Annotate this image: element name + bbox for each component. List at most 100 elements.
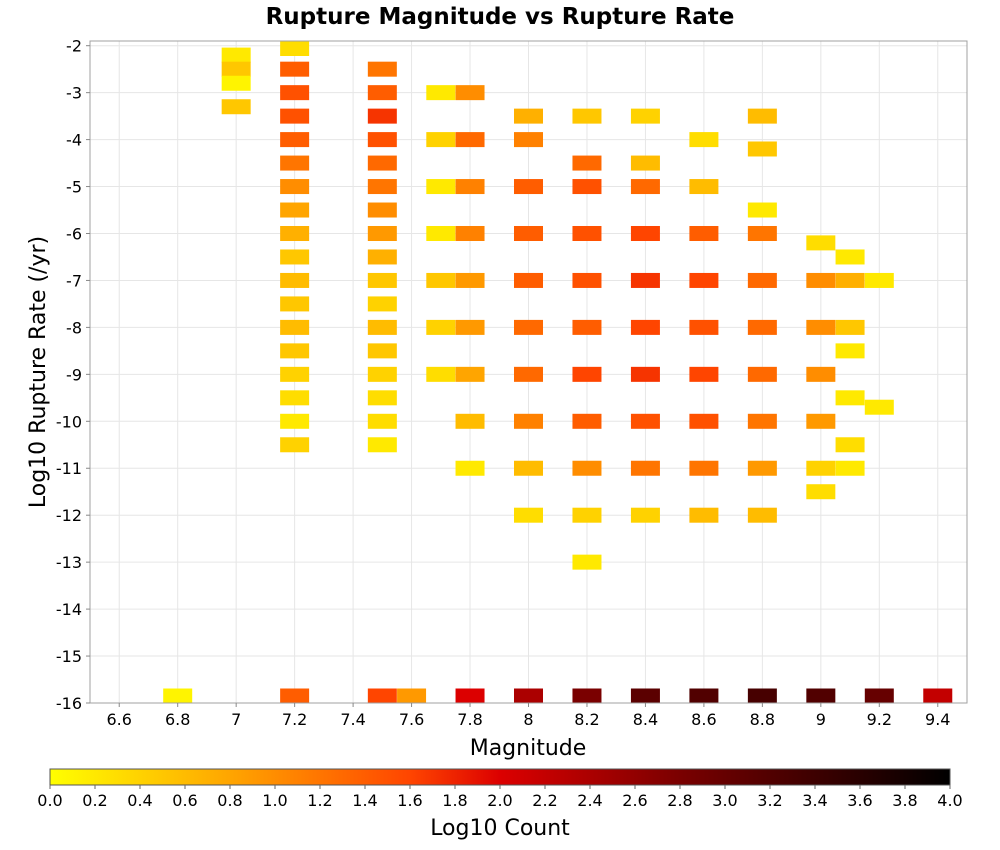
heatmap-cell — [864, 399, 894, 415]
heatmap-cell — [747, 507, 777, 523]
heatmap-cell — [835, 460, 865, 476]
colorbar-tick-label: 3.6 — [847, 791, 872, 810]
heatmap-cell — [514, 319, 543, 335]
heatmap-cell — [280, 296, 310, 312]
heatmap-cell — [630, 108, 660, 124]
heatmap-cell — [806, 460, 836, 476]
heatmap-cell — [280, 179, 310, 195]
heatmap-cell — [572, 688, 602, 704]
heatmap-cell — [426, 85, 456, 101]
heatmap-cell — [367, 413, 397, 429]
heatmap-cell — [367, 688, 397, 704]
heatmap-cell — [689, 688, 719, 704]
heatmap-cell — [689, 225, 719, 241]
colorbar-tick-label: 4.0 — [937, 791, 962, 810]
heatmap-cell — [426, 132, 456, 148]
heatmap-cell — [572, 366, 602, 382]
colorbar-tick-label: 0.8 — [217, 791, 242, 810]
heatmap-cell — [280, 366, 310, 382]
chart-title: Rupture Magnitude vs Rupture Rate — [266, 4, 735, 30]
heatmap-cell — [367, 202, 397, 218]
y-axis-ticks: -2 -3 -4 -5 -6 -7 -8 -9 -10 -11 -12 -13 -14 -15 -16 — [56, 37, 90, 713]
heatmap-cell — [221, 47, 251, 63]
heatmap-cell — [426, 272, 456, 288]
heatmap-cell — [426, 319, 456, 335]
y-tick-label: -4 — [66, 131, 82, 150]
heatmap-cell — [367, 61, 397, 77]
colorbar-tick-label: 0.4 — [127, 791, 152, 810]
heatmap-cell — [747, 108, 777, 124]
heatmap-cell — [747, 460, 777, 476]
heatmap-cell — [689, 179, 719, 195]
heatmap-cell — [426, 366, 456, 382]
y-axis-label: Log10 Rupture Rate (/yr) — [26, 236, 51, 508]
heatmap-cell — [280, 272, 310, 288]
heatmap-cell — [630, 460, 660, 476]
colorbar-tick-label: 1.2 — [307, 791, 332, 810]
heatmap-cell — [689, 366, 719, 382]
heatmap-cell — [514, 225, 543, 241]
heatmap-cell — [367, 390, 397, 406]
colorbar-tick-label: 1.0 — [262, 791, 287, 810]
heatmap-cell — [806, 319, 836, 335]
heatmap-cell — [221, 61, 251, 77]
heatmap-cell — [747, 413, 777, 429]
heatmap-cell — [455, 319, 485, 335]
heatmap-cell — [163, 688, 193, 704]
heatmap-cell — [221, 75, 251, 91]
heatmap-cell — [280, 61, 310, 77]
y-tick-label: -10 — [56, 412, 82, 431]
heatmap-cell — [689, 319, 719, 335]
heatmap-cell — [367, 179, 397, 195]
heatmap-cell — [689, 413, 719, 429]
y-tick-label: -11 — [56, 459, 82, 478]
heatmap-cell — [689, 507, 719, 523]
heatmap-cell — [280, 437, 310, 453]
heatmap-cell — [747, 688, 777, 704]
heatmap-cell — [923, 688, 953, 704]
heatmap-cell — [280, 319, 310, 335]
heatmap-cell — [806, 366, 836, 382]
colorbar-tick-label: 3.2 — [757, 791, 782, 810]
colorbar-tick-label: 0.2 — [82, 791, 107, 810]
heatmap-cell — [835, 272, 865, 288]
heatmap-cell — [455, 272, 485, 288]
x-tick-label: 9.4 — [925, 710, 950, 729]
heatmap-cell — [572, 108, 602, 124]
heatmap-cell — [367, 155, 397, 171]
heatmap-cell — [455, 179, 485, 195]
x-tick-label: 8 — [523, 710, 533, 729]
heatmap-cell — [806, 688, 836, 704]
heatmap-cell — [455, 460, 485, 476]
heatmap-cell — [514, 132, 543, 148]
heatmap-cell — [367, 249, 397, 265]
heatmap-cell — [747, 272, 777, 288]
heatmap-cell — [367, 108, 397, 124]
heatmap-cell — [455, 132, 485, 148]
heatmap-cell — [572, 507, 602, 523]
heatmap-cell — [806, 413, 836, 429]
x-tick-label: 6.6 — [107, 710, 132, 729]
heatmap-cell — [280, 108, 310, 124]
heatmap-cell — [280, 225, 310, 241]
heatmap-cell — [835, 249, 865, 265]
heatmap-cell — [572, 272, 602, 288]
heatmap-cell — [367, 319, 397, 335]
x-tick-label: 7.2 — [282, 710, 307, 729]
x-tick-label: 8.4 — [633, 710, 658, 729]
x-tick-label: 9 — [816, 710, 826, 729]
heatmap-cell — [514, 179, 543, 195]
heatmap-cell — [455, 85, 485, 101]
heatmap-cell — [367, 296, 397, 312]
heatmap-cell — [630, 507, 660, 523]
heatmap-cell — [835, 390, 865, 406]
heatmap-cell — [514, 688, 543, 704]
y-tick-label: -3 — [66, 84, 82, 103]
x-tick-label: 7.6 — [399, 710, 424, 729]
heatmap-cell — [630, 272, 660, 288]
colorbar — [49, 768, 951, 786]
colorbar-label: Log10 Count — [430, 816, 570, 841]
heatmap-cell — [630, 179, 660, 195]
heatmap-cell — [280, 413, 310, 429]
